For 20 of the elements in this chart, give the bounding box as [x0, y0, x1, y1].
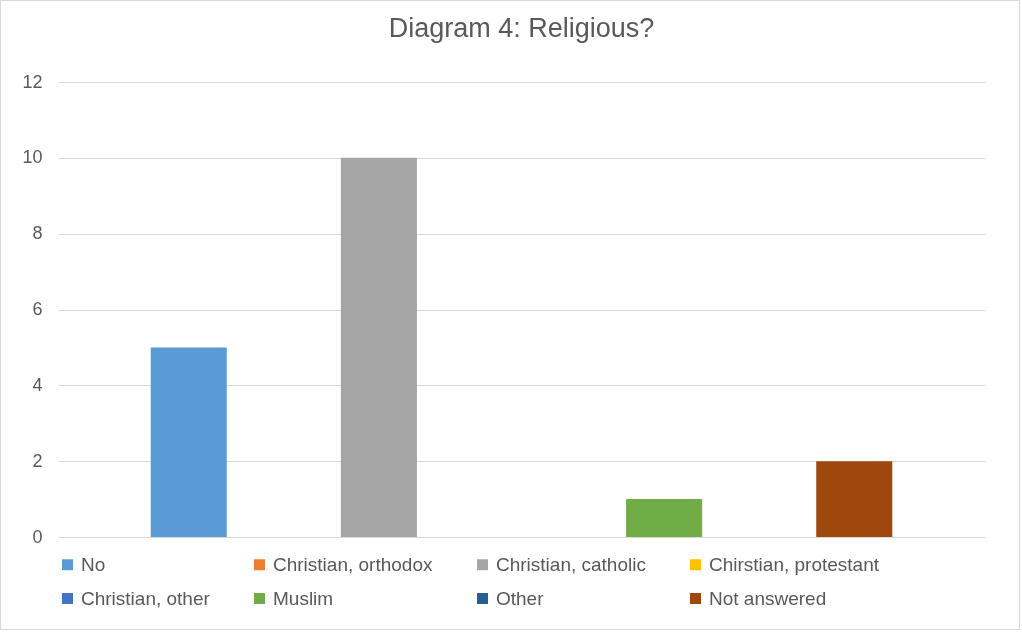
legend-label: Muslim: [273, 587, 334, 609]
legend-label: Chirstian, protestant: [709, 553, 880, 575]
y-tick-label: 0: [32, 526, 43, 547]
y-tick-label: 6: [32, 299, 43, 319]
bar: [626, 499, 703, 537]
y-tick-label: 2: [32, 450, 43, 471]
legend-label: Christian, catholic: [496, 553, 646, 575]
legend-label: Christian, orthodox: [273, 553, 433, 575]
bar: [816, 461, 893, 537]
legend-label: No: [81, 553, 106, 575]
legend-label: Christian, other: [81, 587, 211, 609]
legend-label: Other: [496, 587, 545, 609]
y-tick-label: 10: [22, 147, 43, 168]
y-tick-label: 4: [32, 374, 43, 395]
y-tick-label: 8: [32, 223, 43, 244]
bar: [340, 157, 417, 537]
legend-label: Not answered: [709, 587, 827, 609]
y-tick-label: 12: [22, 71, 43, 92]
bar: [150, 347, 227, 537]
chart-title: Diagram 4: Religious?: [388, 13, 655, 43]
